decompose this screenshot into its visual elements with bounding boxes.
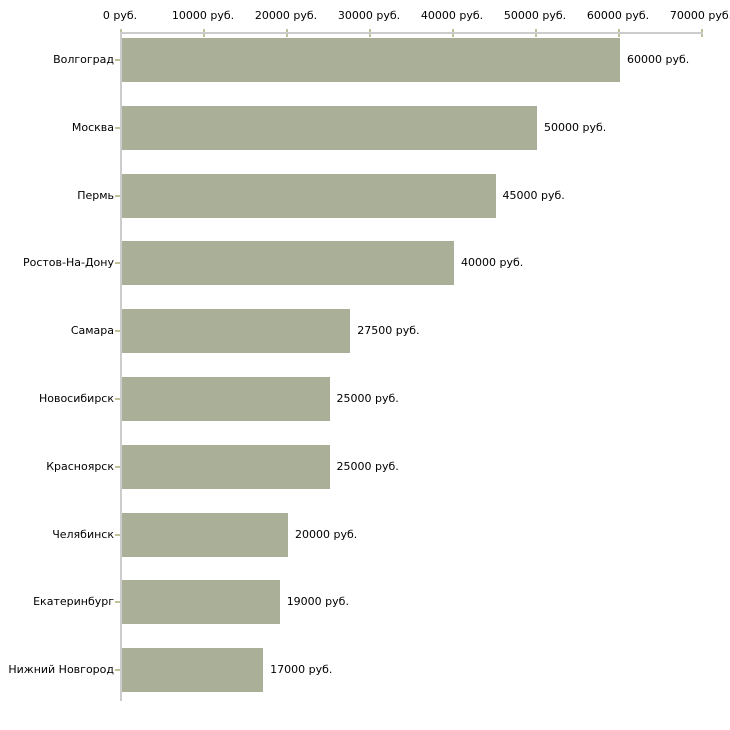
value-label: 60000 руб. [627,53,690,66]
category-tick-mark [115,330,120,333]
bar [122,241,454,286]
x-axis-tick-label: 70000 руб. [669,9,730,22]
category-tick-mark [115,398,120,400]
x-axis-tick-label: 20000 руб. [254,9,318,22]
bar [122,648,264,693]
value-label: 19000 руб. [286,595,349,609]
value-label: 50000 руб. [544,120,607,134]
x-axis-tick-label: 50000 руб. [503,9,567,22]
bar [122,38,620,82]
value-label: 17000 руб. [270,663,333,677]
category-label: Челябинск [52,527,114,541]
category-label: Ростов-На-Дону [22,256,114,270]
category-label: Нижний Новгород [8,663,114,677]
x-axis-tick-label: 10000 руб. [171,9,235,22]
value-label: 45000 руб. [502,188,565,202]
category-label: Екатеринбург [33,595,114,609]
category-tick-mark [115,533,120,536]
category-tick-mark [115,262,120,265]
category-tick-mark [115,126,120,129]
value-label: 27500 руб. [357,324,420,338]
category-label: Самара [70,324,114,338]
category-tick-mark [115,59,120,61]
value-label: 25000 руб. [336,459,399,473]
value-label: 20000 руб. [295,527,358,541]
category-label: Пермь [77,188,114,202]
category-tick-mark [115,669,120,672]
category-tick-mark [115,194,120,197]
x-axis-tick-label: 60000 руб. [586,9,650,22]
category-label: Москва [71,120,114,134]
x-axis-tick-label: 0 руб. [102,9,138,22]
x-axis-line [120,32,703,34]
bar [122,444,330,489]
bar [122,512,288,557]
value-label: 40000 руб. [461,256,524,270]
category-tick-mark [115,465,120,468]
y-axis-line [120,32,122,701]
x-axis-tick-label: 30000 руб. [337,9,401,22]
category-label: Новосибирск [38,392,114,405]
x-axis-tick-label: 40000 руб. [420,9,484,22]
category-label: Волгоград [53,53,114,66]
bar [122,105,537,150]
category-label: Красноярск [46,459,114,473]
bar [122,309,351,354]
bar [122,173,496,218]
category-tick-mark [115,601,120,604]
value-label: 25000 руб. [336,392,399,405]
bar [122,580,280,625]
bar [122,377,330,421]
